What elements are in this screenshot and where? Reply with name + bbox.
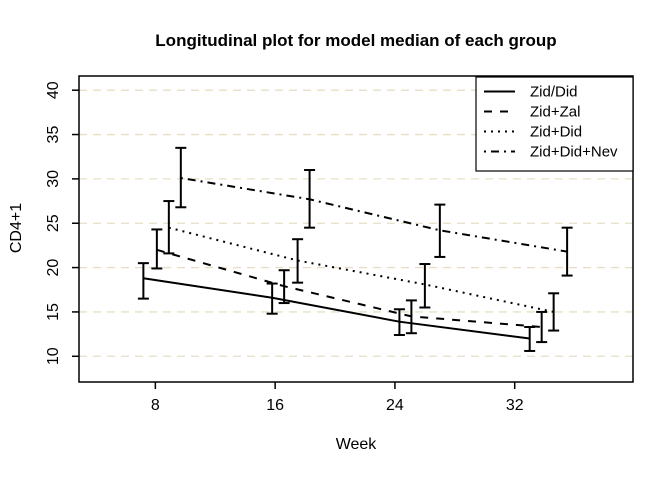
x-tick-label: 24 [386,397,404,414]
legend-box [475,76,634,172]
legend-entry-label: Zid+Did [530,124,582,141]
y-tick-label: 30 [45,170,62,188]
y-tick-label: 20 [45,259,62,277]
y-tick-label: 10 [45,347,62,365]
series-line-Zid+Did+Nev [180,177,568,253]
legend-entry-label: Zid+Zal [530,104,580,121]
chart-title: Longitudinal plot for model median of ea… [155,31,557,50]
y-tick-label: 40 [45,81,62,99]
legend-entry-label: Zid/Did [530,84,578,101]
x-tick-label: 32 [506,397,524,414]
plot-box [78,75,634,383]
x-axis-title: Week [335,436,377,453]
y-axis-title: CD4+1 [8,202,25,254]
y-tick-label: 35 [45,126,62,144]
legend-entry-label: Zid+Did+Nev [530,144,618,161]
y-tick-label: 15 [45,303,62,321]
x-tick-label: 8 [151,397,160,414]
x-tick-label: 16 [266,397,284,414]
series-line-Zid+Did [168,226,554,313]
series-line-Zid+Zal [156,248,542,329]
series-line-Zid/Did [143,277,530,340]
y-tick-label: 25 [45,214,62,232]
